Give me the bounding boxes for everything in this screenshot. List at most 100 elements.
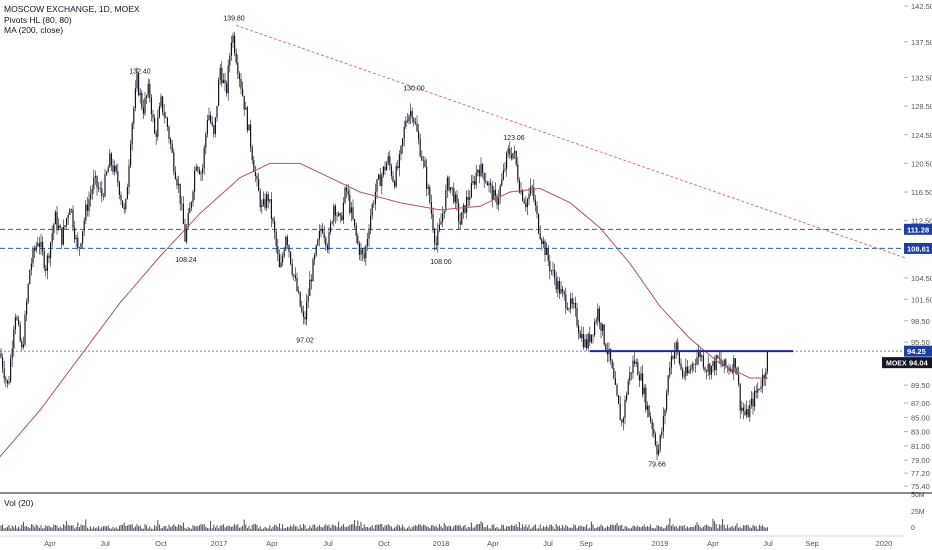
volume-bar (520, 528, 522, 531)
candle-body (6, 380, 8, 384)
candle-body (715, 355, 717, 371)
candle-body (595, 320, 597, 322)
candle-body (605, 344, 607, 351)
candle-body (648, 405, 650, 417)
volume-bar (51, 527, 53, 531)
candle-body (78, 247, 80, 249)
candle-body (656, 445, 658, 455)
volume-bar (424, 525, 426, 531)
volume-bar (683, 525, 685, 531)
candle-body (96, 176, 98, 188)
volume-bar (291, 526, 293, 531)
candle-body (690, 369, 692, 371)
x-tick-label: 2018 (433, 539, 450, 548)
volume-bar (627, 527, 629, 531)
volume-bar (419, 524, 421, 531)
candle-body (309, 279, 311, 296)
volume-bar (211, 528, 213, 531)
volume-bar (618, 525, 620, 531)
candle-body (254, 171, 256, 176)
candle-body (235, 52, 237, 63)
volume-bar (592, 524, 594, 531)
volume-bar (128, 524, 130, 531)
volume-bar (571, 527, 573, 531)
candle-body (525, 203, 527, 208)
candle-body (224, 79, 226, 84)
volume-bar (749, 527, 751, 531)
candle-body (579, 332, 581, 339)
last-price-tag (882, 357, 932, 369)
volume-bar (282, 524, 284, 531)
candle-body (427, 186, 429, 189)
candle-body (731, 369, 733, 373)
volume-bar (141, 528, 143, 531)
candle-body (693, 363, 695, 365)
candle-body (195, 166, 197, 171)
volume-bar (522, 524, 524, 531)
candle-body (766, 351, 768, 372)
volume-bar (726, 524, 728, 531)
candle-body (22, 344, 24, 348)
chart-legend: MOSCOW EXCHANGE, 1D, MOEX Pivots HL (80,… (4, 4, 140, 36)
candle-body (363, 253, 365, 259)
volume-bar (654, 528, 656, 531)
volume-bar (610, 524, 612, 531)
volume-bar (693, 526, 695, 531)
volume-bar (472, 527, 474, 531)
candle-body (350, 207, 352, 213)
candle-body (88, 199, 90, 211)
candle-body (341, 215, 343, 221)
volume-bar (272, 526, 274, 531)
candle-body (523, 200, 525, 204)
candle-body (214, 117, 216, 134)
volume-bar (50, 527, 52, 531)
candle-body (462, 205, 464, 213)
candle-body (728, 367, 730, 371)
candle-body (576, 308, 578, 326)
candle-body (208, 115, 210, 121)
candle-body (509, 148, 511, 155)
volume-bar (574, 525, 576, 531)
volume-bar (467, 526, 469, 531)
candle-body (413, 118, 415, 123)
volume-bar (525, 524, 527, 531)
volume-bar (210, 521, 212, 531)
candle-body (74, 227, 76, 240)
candle-body (299, 292, 301, 307)
pivot-label: 97.02 (296, 337, 314, 344)
volume-bar (656, 525, 658, 531)
volume-bar (34, 527, 36, 531)
candle-body (173, 152, 175, 172)
volume-bar (395, 526, 397, 531)
candle-body (133, 107, 135, 124)
volume-bar (442, 528, 444, 531)
candle-body (411, 111, 413, 119)
volume-bar (598, 526, 600, 531)
candle-body (709, 363, 711, 375)
volume-bar (192, 525, 194, 531)
volume-bar (262, 528, 264, 531)
candle-body (35, 245, 37, 251)
candle-body (352, 207, 354, 220)
volume-bar (502, 524, 504, 531)
candle-body (283, 249, 285, 257)
candle-body (587, 334, 589, 349)
volume-bar (530, 528, 532, 531)
candle-body (498, 197, 500, 205)
volume-bar (582, 526, 584, 531)
candle-body (69, 209, 71, 216)
candle-body (18, 319, 20, 325)
volume-bar (74, 528, 76, 531)
volume-bar (219, 525, 221, 531)
y-tick-label: 89.50 (911, 381, 930, 390)
volume-bar (16, 528, 18, 531)
volume-bar (379, 523, 381, 531)
volume-bar (714, 521, 716, 531)
candle-body (58, 225, 60, 229)
volume-bar (710, 527, 712, 531)
candle-body (627, 381, 629, 395)
candle-body (424, 160, 426, 167)
volume-bar (675, 525, 677, 531)
candle-body (30, 263, 32, 271)
volume-bar (362, 527, 364, 531)
